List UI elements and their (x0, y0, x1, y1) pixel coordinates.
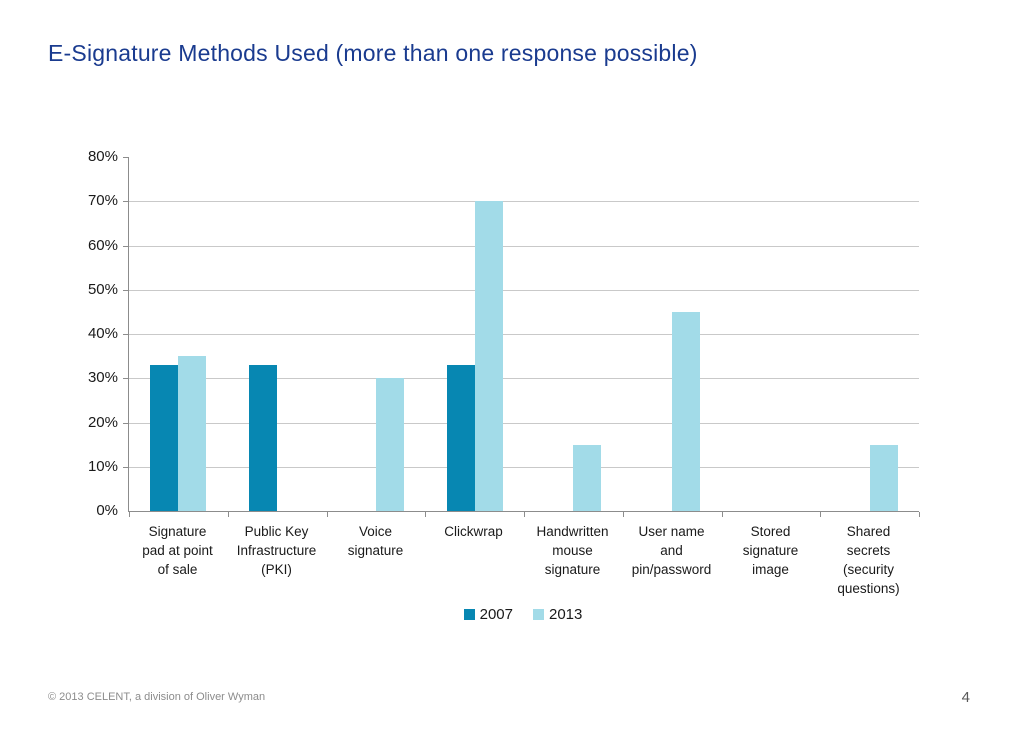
x-axis-category-label: Public Key Infrastructure (PKI) (236, 524, 317, 577)
page-number: 4 (961, 689, 970, 706)
y-axis-tick (123, 201, 128, 202)
y-axis-tick-label: 80% (87, 148, 118, 165)
x-axis-category-label: Clickwrap (444, 524, 503, 539)
copyright-footer: © 2013 CELENT, a division of Oliver Wyma… (48, 691, 266, 703)
x-axis-tick (820, 512, 821, 517)
y-axis-tick (123, 378, 128, 379)
bar-2013-5 (672, 312, 700, 511)
gridline (129, 423, 919, 424)
bar-2007-1 (249, 365, 277, 511)
y-axis-tick-label: 60% (87, 237, 118, 254)
x-axis-tick (327, 512, 328, 517)
gridline (129, 378, 919, 379)
x-axis-category-label: User name and pin/password (631, 524, 712, 577)
y-axis-tick-label: 30% (87, 369, 118, 386)
y-axis-tick-label: 70% (87, 192, 118, 209)
bar-2013-3 (475, 201, 503, 511)
gridline (129, 201, 919, 202)
y-axis-tick (123, 290, 128, 291)
legend-label-2007: 2007 (479, 606, 513, 623)
legend-entry-2007: 2007 (463, 606, 513, 623)
legend-entry-2013: 2013 (533, 606, 582, 623)
chart-legend: 2007 2013 (128, 606, 918, 623)
y-axis-tick-label: 0% (96, 502, 118, 519)
gridline (129, 467, 919, 468)
y-axis-tick (123, 334, 128, 335)
y-axis-tick (123, 467, 128, 468)
slide-title: E-Signature Methods Used (more than one … (48, 40, 698, 66)
x-axis-tick (129, 512, 130, 517)
legend-swatch-2013 (533, 609, 544, 620)
x-axis-category-label: Stored signature image (742, 524, 799, 577)
x-axis-tick (623, 512, 624, 517)
x-axis-tick (228, 512, 229, 517)
y-axis-tick (123, 157, 128, 158)
y-axis-tick-label: 20% (87, 414, 118, 431)
x-axis-tick (919, 512, 920, 517)
bar-2013-4 (573, 445, 601, 511)
x-axis-category-label: Signature pad at point of sale (142, 524, 213, 577)
legend-swatch-2007 (463, 609, 475, 620)
bar-2007-3 (447, 365, 475, 511)
y-axis-tick-label: 40% (87, 325, 118, 342)
gridline (129, 246, 919, 247)
gridline (129, 290, 919, 291)
x-axis-tick (425, 512, 426, 517)
x-axis-category-label: Voice signature (347, 524, 404, 558)
bar-2013-0 (178, 356, 206, 511)
y-axis-tick-label: 50% (87, 281, 118, 298)
bar-2007-0 (150, 365, 178, 511)
x-axis-category-label: Handwritten mouse signature (536, 524, 609, 577)
y-axis-tick (123, 246, 128, 247)
bar-2013-7 (870, 445, 898, 511)
y-axis-tick (123, 423, 128, 424)
legend-label-2013: 2013 (549, 606, 583, 623)
gridline (129, 334, 919, 335)
y-axis-tick-label: 10% (87, 458, 118, 475)
bar-2013-2 (376, 378, 404, 511)
x-axis-category-label: Shared secrets (security questions) (837, 524, 900, 596)
x-axis-labels: Signature pad at point of sale Public Key… (128, 522, 918, 612)
x-axis-tick (524, 512, 525, 517)
x-axis-tick (722, 512, 723, 517)
plot-area (123, 157, 920, 517)
